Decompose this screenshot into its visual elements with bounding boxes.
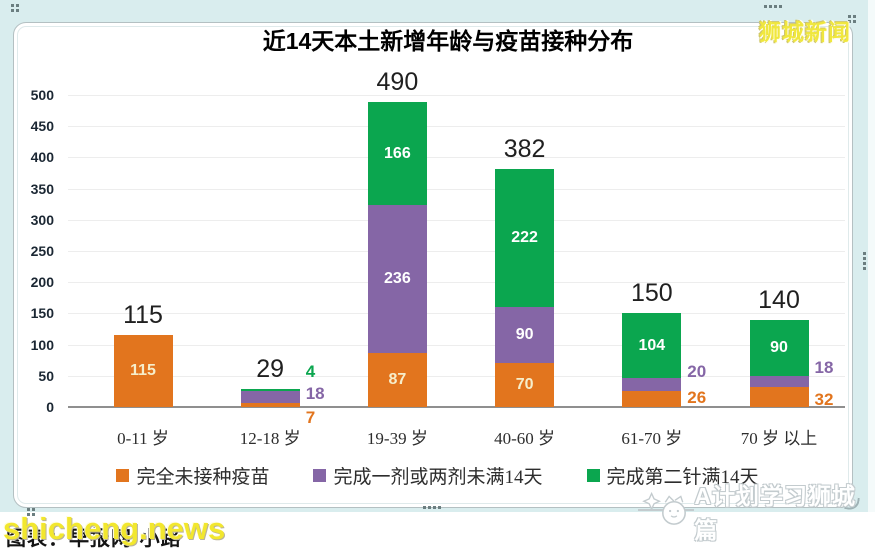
segment-value-label: 4 [305, 362, 316, 381]
x-axis-category-label: 12-18 岁 [239, 429, 301, 448]
segment-value-label: 166 [384, 144, 411, 162]
chart-legend: 完全未接种疫苗 完成一剂或两剂未满14天 完成第二针满14天 [0, 462, 875, 489]
y-axis-tick-label: 200 [30, 274, 54, 291]
bar-total-label: 29 [256, 354, 285, 383]
y-axis-tick-label: 250 [30, 243, 54, 259]
bar-segment [367, 352, 427, 407]
y-axis-tick-label: 100 [30, 336, 54, 353]
resize-handle-top-right[interactable] [848, 15, 851, 18]
bar-segment [622, 378, 682, 391]
segment-value-label: 222 [511, 228, 538, 246]
y-axis-tick-label: 500 [30, 87, 54, 103]
y-gridline [68, 95, 845, 96]
y-gridline [68, 251, 845, 252]
segment-value-label: 236 [384, 270, 411, 288]
segment-value-label: 70 [515, 376, 534, 394]
segment-value-label: 90 [770, 338, 788, 356]
resize-handle-top-left[interactable] [11, 4, 14, 7]
y-axis-tick-label: 150 [30, 305, 54, 322]
resize-handle-right-middle[interactable] [863, 252, 866, 255]
x-axis-category-label: 40-60 岁 [494, 429, 556, 448]
y-axis-tick-label: 350 [30, 180, 54, 197]
chart-frame[interactable] [13, 22, 853, 508]
bar-segment [495, 363, 555, 407]
segment-value-label: 90 [515, 326, 534, 344]
resize-handle-bottom-center[interactable] [423, 506, 426, 509]
x-axis-category-label: 19-39 岁 [366, 429, 428, 448]
bar-segment [749, 375, 809, 388]
segment-value-label: 104 [638, 336, 666, 354]
bar-segment [240, 402, 300, 407]
legend-label: 完全未接种疫苗 [136, 467, 270, 488]
bar-total-label: 140 [758, 285, 800, 314]
resize-handle-top-center[interactable] [764, 5, 767, 8]
legend-label: 完成第二针满14天 [606, 467, 759, 488]
y-axis-tick-label: 300 [30, 211, 54, 228]
bar-segment [622, 390, 682, 407]
bar-total-label: 382 [503, 134, 546, 163]
x-axis-category-label: 70 岁 以上 [740, 429, 818, 448]
bar-total-label: 115 [123, 301, 163, 330]
segment-value-label: 87 [388, 370, 407, 388]
bar-segment [495, 168, 555, 308]
channel-logo: A计划学习狮城篇 [638, 483, 875, 543]
y-gridline [68, 375, 845, 377]
bar-segment [240, 391, 300, 403]
y-axis-tick-label: 0 [46, 399, 54, 415]
y-axis-tick-label: 50 [38, 367, 54, 384]
legend-swatch [586, 469, 600, 482]
document-margin-strip [868, 0, 875, 512]
segment-value-label: 18 [814, 358, 834, 377]
legend-item: 完全未接种疫苗 [116, 462, 269, 489]
cat-mascot-icon [638, 491, 695, 525]
legend-swatch [313, 469, 327, 482]
channel-name: A计划学习狮城篇 [694, 483, 857, 543]
y-gridline [68, 282, 845, 284]
y-gridline [68, 313, 845, 315]
bar-total-label: 490 [376, 67, 419, 96]
legend-label: 完成一剂或两剂未满14天 [333, 467, 543, 488]
y-gridline [68, 126, 845, 128]
y-gridline [68, 157, 845, 159]
x-axis-line [68, 406, 845, 408]
legend-item: 完成第二针满14天 [586, 462, 759, 489]
segment-value-label: 26 [687, 388, 707, 407]
legend-swatch [116, 469, 130, 482]
x-axis-category-label: 61-70 岁 [621, 429, 683, 448]
segment-value-label: 7 [305, 408, 316, 427]
bar-segment [367, 205, 427, 353]
bar-segment [749, 319, 809, 376]
bar-total-label: 150 [630, 279, 673, 308]
y-gridline [68, 344, 845, 346]
segment-value-label: 18 [305, 384, 325, 403]
site-badge: 狮城新闻 [758, 20, 851, 45]
segment-value-label: 20 [687, 362, 707, 381]
bar-segment [240, 388, 300, 392]
y-gridline [68, 188, 845, 190]
y-axis-tick-label: 400 [30, 149, 54, 166]
segment-value-label: 115 [130, 362, 156, 380]
y-axis-tick-label: 450 [30, 118, 54, 135]
bar-segment [622, 313, 682, 379]
x-axis-category-label: 0-11 岁 [117, 429, 169, 448]
y-gridline [68, 219, 845, 221]
legend-item: 完成一剂或两剂未满14天 [313, 462, 543, 489]
segment-value-label: 32 [814, 390, 834, 409]
bar-segment [749, 387, 809, 407]
resize-handle-bottom-left[interactable] [27, 508, 30, 511]
chart-credit-text: 图表：早报网·小路 [6, 528, 182, 550]
chart-title: 近14天本土新增年龄与疫苗接种分布 [262, 28, 634, 54]
bar-segment [113, 335, 173, 407]
bar-segment [495, 307, 555, 364]
site-watermark: shicheng.news [3, 511, 226, 546]
bar-segment [367, 101, 427, 206]
